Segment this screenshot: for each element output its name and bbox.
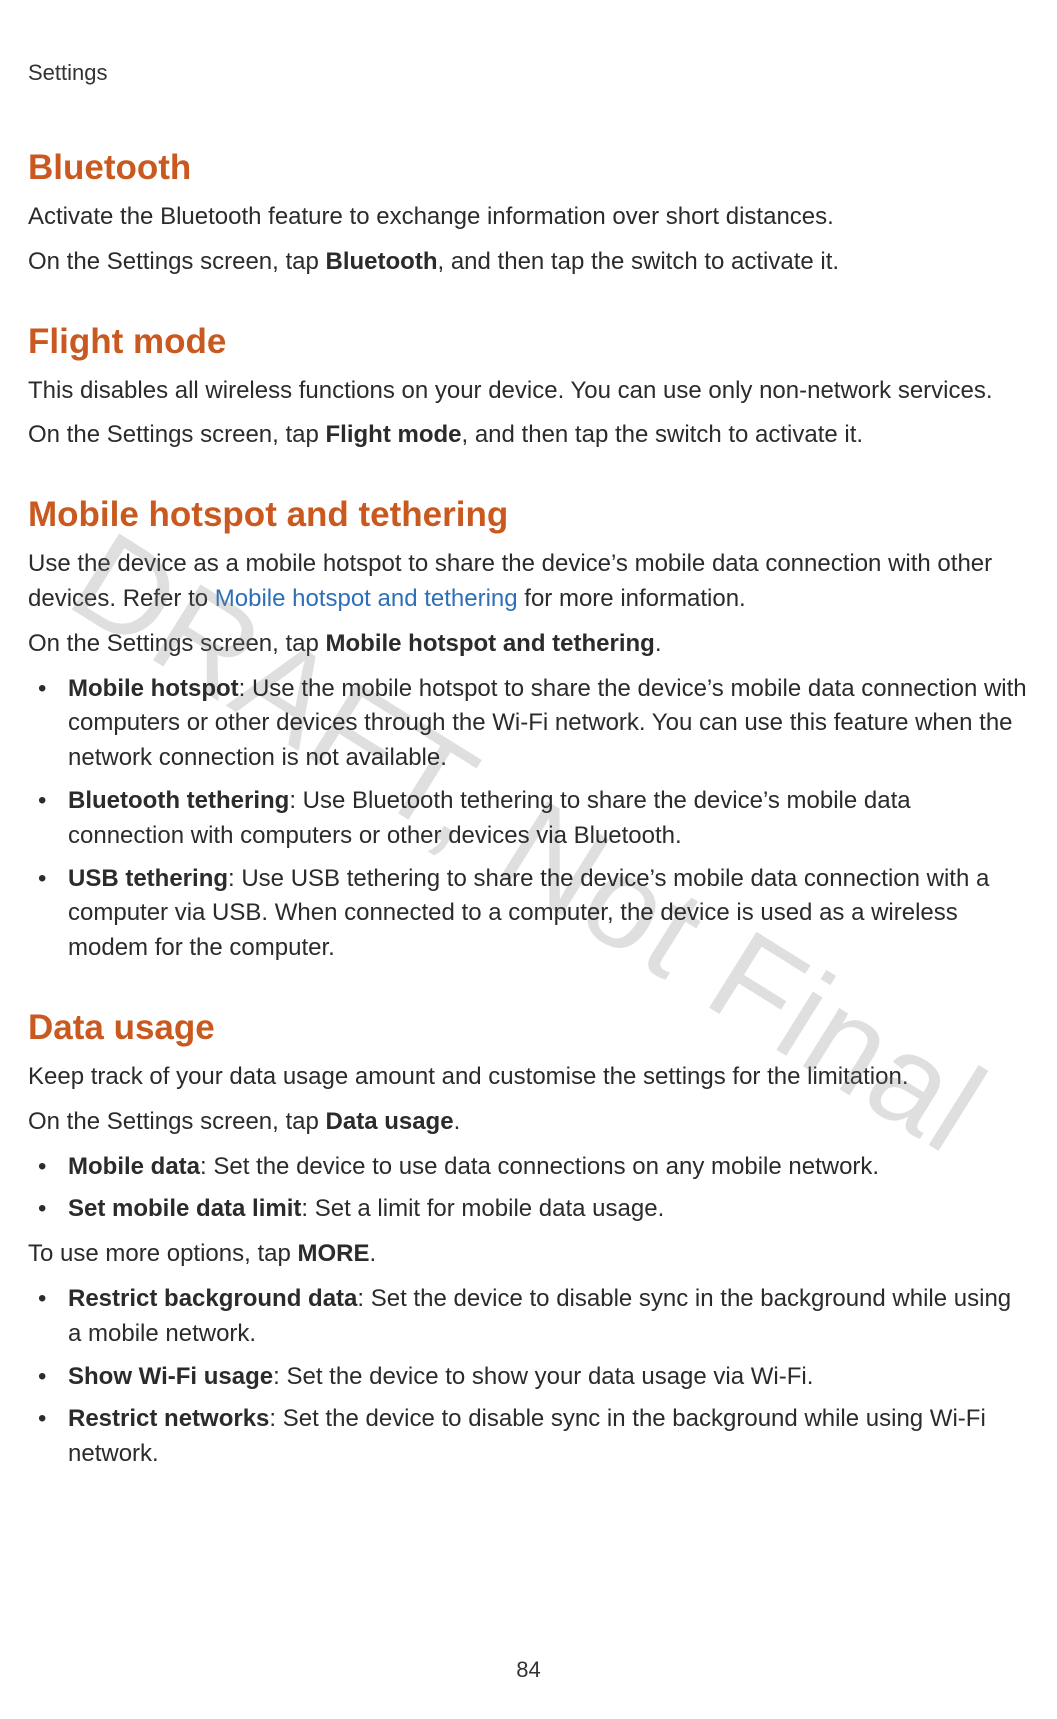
list-item: USB tethering: Use USB tethering to shar… [62,862,1029,966]
text-run: . [454,1108,461,1135]
text-run: To use more options, tap [28,1240,297,1267]
text-run: . [655,630,662,657]
breadcrumb: Settings [28,60,1029,86]
text-run: : Set a limit for mobile data usage. [301,1195,664,1222]
body-text: Activate the Bluetooth feature to exchan… [28,200,1029,235]
text-run: : Set the device to use data connections… [200,1153,879,1180]
bullet-list: Mobile data: Set the device to use data … [28,1150,1029,1228]
section-heading-data-usage: Data usage [28,1008,1029,1048]
text-bold: Restrict background data [68,1285,357,1312]
body-text: On the Settings screen, tap Bluetooth, a… [28,245,1029,280]
text-bold: Set mobile data limit [68,1195,301,1222]
section-heading-bluetooth: Bluetooth [28,148,1029,188]
page-number: 84 [0,1657,1057,1683]
text-run: On the Settings screen, tap [28,248,326,275]
text-bold: Mobile hotspot and tethering [326,630,655,657]
document-page: Settings DRAFT, Not Final Bluetooth Acti… [0,0,1057,1719]
text-run: for more information. [518,585,746,612]
list-item: Mobile data: Set the device to use data … [62,1150,1029,1185]
body-text: To use more options, tap MORE. [28,1237,1029,1272]
text-bold: Flight mode [326,421,462,448]
text-bold: Show Wi-Fi usage [68,1363,273,1390]
body-text: On the Settings screen, tap Mobile hotsp… [28,627,1029,662]
text-run: , and then tap the switch to activate it… [462,421,864,448]
text-bold: Data usage [326,1108,454,1135]
body-text: Keep track of your data usage amount and… [28,1060,1029,1095]
text-bold: Mobile hotspot [68,675,239,702]
body-text: On the Settings screen, tap Data usage. [28,1105,1029,1140]
text-run: , and then tap the switch to activate it… [438,248,840,275]
cross-reference-link[interactable]: Mobile hotspot and tethering [215,585,518,612]
body-text: On the Settings screen, tap Flight mode,… [28,418,1029,453]
list-item: Show Wi-Fi usage: Set the device to show… [62,1360,1029,1395]
text-run: On the Settings screen, tap [28,421,326,448]
text-run: . [369,1240,376,1267]
text-bold: Restrict networks [68,1405,269,1432]
body-text: This disables all wireless functions on … [28,374,1029,409]
bullet-list: Mobile hotspot: Use the mobile hotspot t… [28,672,1029,966]
section-heading-flight-mode: Flight mode [28,322,1029,362]
list-item: Restrict networks: Set the device to dis… [62,1402,1029,1472]
list-item: Set mobile data limit: Set a limit for m… [62,1192,1029,1227]
section-heading-hotspot: Mobile hotspot and tethering [28,495,1029,535]
text-bold: Bluetooth tethering [68,787,289,814]
text-run: On the Settings screen, tap [28,1108,326,1135]
text-run: : Set the device to show your data usage… [273,1363,813,1390]
list-item: Restrict background data: Set the device… [62,1282,1029,1352]
text-run: On the Settings screen, tap [28,630,326,657]
text-bold: Bluetooth [326,248,438,275]
list-item: Bluetooth tethering: Use Bluetooth tethe… [62,784,1029,854]
text-bold: USB tethering [68,865,228,892]
list-item: Mobile hotspot: Use the mobile hotspot t… [62,672,1029,776]
text-bold: MORE [297,1240,369,1267]
bullet-list: Restrict background data : Set the device… [28,1282,1029,1472]
body-text: Use the device as a mobile hotspot to sh… [28,547,1029,617]
text-bold: Mobile data [68,1153,200,1180]
